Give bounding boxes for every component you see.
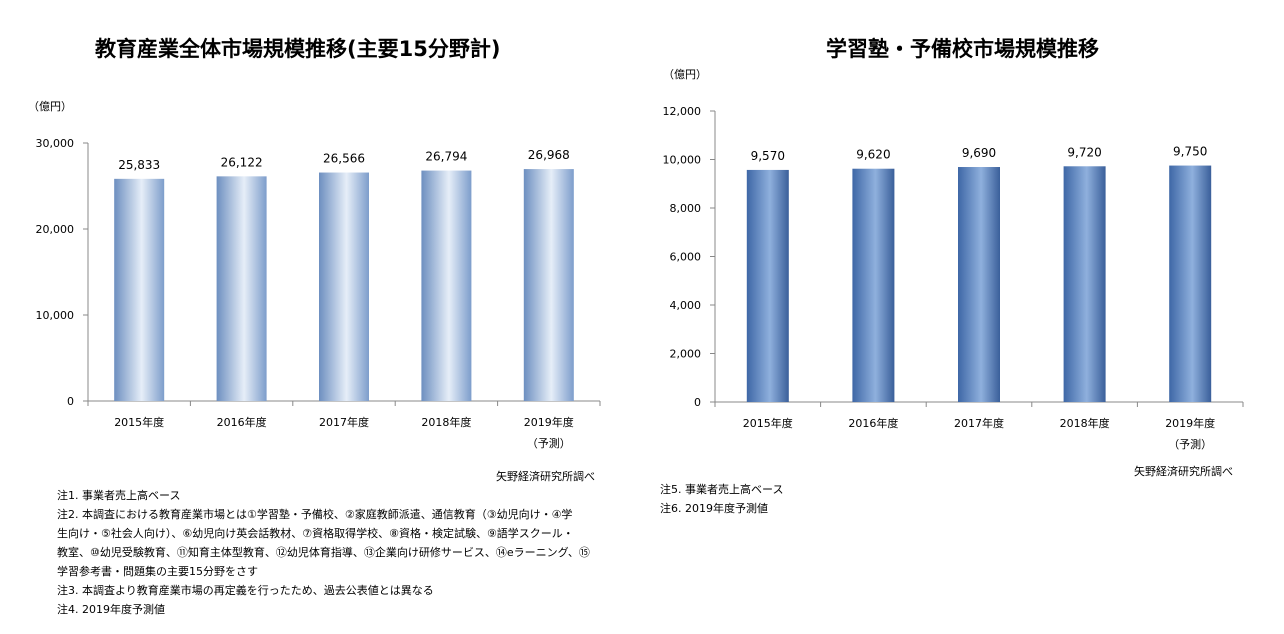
source-label: 矢野経済研究所調べ bbox=[496, 470, 595, 483]
y-axis-unit-label: （億円） bbox=[663, 68, 707, 81]
x-category-sublabel: （予測） bbox=[1168, 437, 1212, 451]
bar-value-label: 9,690 bbox=[962, 146, 996, 160]
bar-value-label: 25,833 bbox=[118, 158, 160, 172]
bar-2017年度 bbox=[958, 167, 1000, 402]
y-tick-label: 2,000 bbox=[670, 348, 702, 361]
bar-value-label: 9,620 bbox=[856, 148, 890, 162]
x-category-label: 2019年度 bbox=[524, 415, 574, 429]
x-category-label: 2019年度 bbox=[1165, 416, 1215, 430]
source-label: 矢野経済研究所調べ bbox=[1134, 465, 1233, 478]
notes-block: 注5. 事業者売上高ベース 注6. 2019年度予測値 bbox=[660, 480, 783, 518]
note-line: 注2. 本調査における教育産業市場とは①学習塾・予備校、②家庭教師派遣、通信教育… bbox=[57, 508, 573, 521]
note-line: 注6. 2019年度予測値 bbox=[660, 502, 768, 515]
bar-2016年度 bbox=[852, 168, 895, 402]
chart-panel-cram-school-market: 学習塾・予備校市場規模推移 （億円） 0 2,000 4,000 6,000 8,000… bbox=[645, 0, 1284, 634]
x-category-label: 2015年度 bbox=[743, 416, 793, 430]
chart-title: 教育産業全体市場規模推移(主要15分野計) bbox=[95, 37, 501, 61]
chart-title: 学習塾・予備校市場規模推移 bbox=[826, 37, 1099, 61]
bar-value-label: 26,968 bbox=[528, 148, 570, 162]
note-line: 注5. 事業者売上高ベース bbox=[660, 483, 784, 496]
y-tick-label: 10,000 bbox=[663, 154, 702, 167]
x-category-label: 2018年度 bbox=[421, 415, 471, 429]
bar-2018年度 bbox=[1063, 166, 1106, 402]
note-line: 注3. 本調査より教育産業市場の再定義を行ったため、過去公表値とは異なる bbox=[57, 584, 434, 597]
bar-value-label: 9,570 bbox=[751, 149, 785, 163]
bar-chart-education-market: 0 10,000 20,000 30,000 25,833 2015年度 26,122 201… bbox=[36, 137, 601, 450]
chart-panel-education-market: 教育産業全体市場規模推移(主要15分野計) （億円） 0 10,000 20,000… bbox=[0, 0, 640, 634]
x-category-label: 2016年度 bbox=[217, 415, 267, 429]
x-category-label: 2015年度 bbox=[114, 415, 164, 429]
bar-2019年度 bbox=[1169, 165, 1212, 402]
y-tick-label: 10,000 bbox=[36, 309, 75, 322]
note-line: 生向け・⑤社会人向け）、⑥幼児向け英会話教材、⑦資格取得学校、⑧資格・検定試験、… bbox=[57, 527, 574, 540]
y-axis-unit-label: （億円） bbox=[28, 100, 72, 113]
notes-block: 注1. 事業者売上高ベース注2. 本調査における教育産業市場とは①学習塾・予備校… bbox=[57, 486, 590, 619]
y-tick-label: 20,000 bbox=[36, 223, 75, 236]
bar-2017年度 bbox=[319, 172, 369, 401]
note-line: 注4. 2019年度予測値 bbox=[57, 603, 165, 616]
bar-2015年度 bbox=[114, 178, 165, 401]
y-tick-label: 8,000 bbox=[670, 202, 702, 215]
y-tick-label: 4,000 bbox=[670, 299, 702, 312]
bar-value-label: 26,794 bbox=[425, 150, 467, 164]
y-tick-label: 0 bbox=[67, 395, 74, 408]
x-category-label: 2017年度 bbox=[954, 416, 1004, 430]
x-category-sublabel: （予測） bbox=[527, 436, 571, 450]
x-category-label: 2017年度 bbox=[319, 415, 369, 429]
y-tick-label: 30,000 bbox=[36, 137, 75, 150]
note-line: 教室、⑩幼児受験教育、⑪知育主体型教育、⑫幼児体育指導、⑬企業向け研修サービス、… bbox=[57, 546, 590, 559]
bar-2016年度 bbox=[216, 176, 267, 401]
bar-2015年度 bbox=[746, 169, 789, 402]
bar-2018年度 bbox=[421, 170, 472, 401]
bar-value-label: 26,122 bbox=[221, 155, 263, 169]
y-tick-label: 12,000 bbox=[663, 105, 702, 118]
note-line: 学習参考書・問題集の主要15分野をさす bbox=[57, 565, 258, 578]
bar-value-label: 9,750 bbox=[1173, 145, 1207, 159]
bar-value-label: 9,720 bbox=[1067, 145, 1101, 159]
x-category-label: 2016年度 bbox=[848, 416, 898, 430]
bar-2019年度 bbox=[523, 169, 574, 401]
bar-chart-cram-school-market: 0 2,000 4,000 6,000 8,000 10,000 12,000 9,570 20… bbox=[663, 105, 1244, 451]
y-tick-label: 0 bbox=[694, 396, 701, 409]
bar-value-label: 26,566 bbox=[323, 152, 365, 166]
x-category-label: 2018年度 bbox=[1060, 416, 1110, 430]
note-line: 注1. 事業者売上高ベース bbox=[57, 489, 181, 502]
y-tick-label: 6,000 bbox=[670, 251, 702, 264]
